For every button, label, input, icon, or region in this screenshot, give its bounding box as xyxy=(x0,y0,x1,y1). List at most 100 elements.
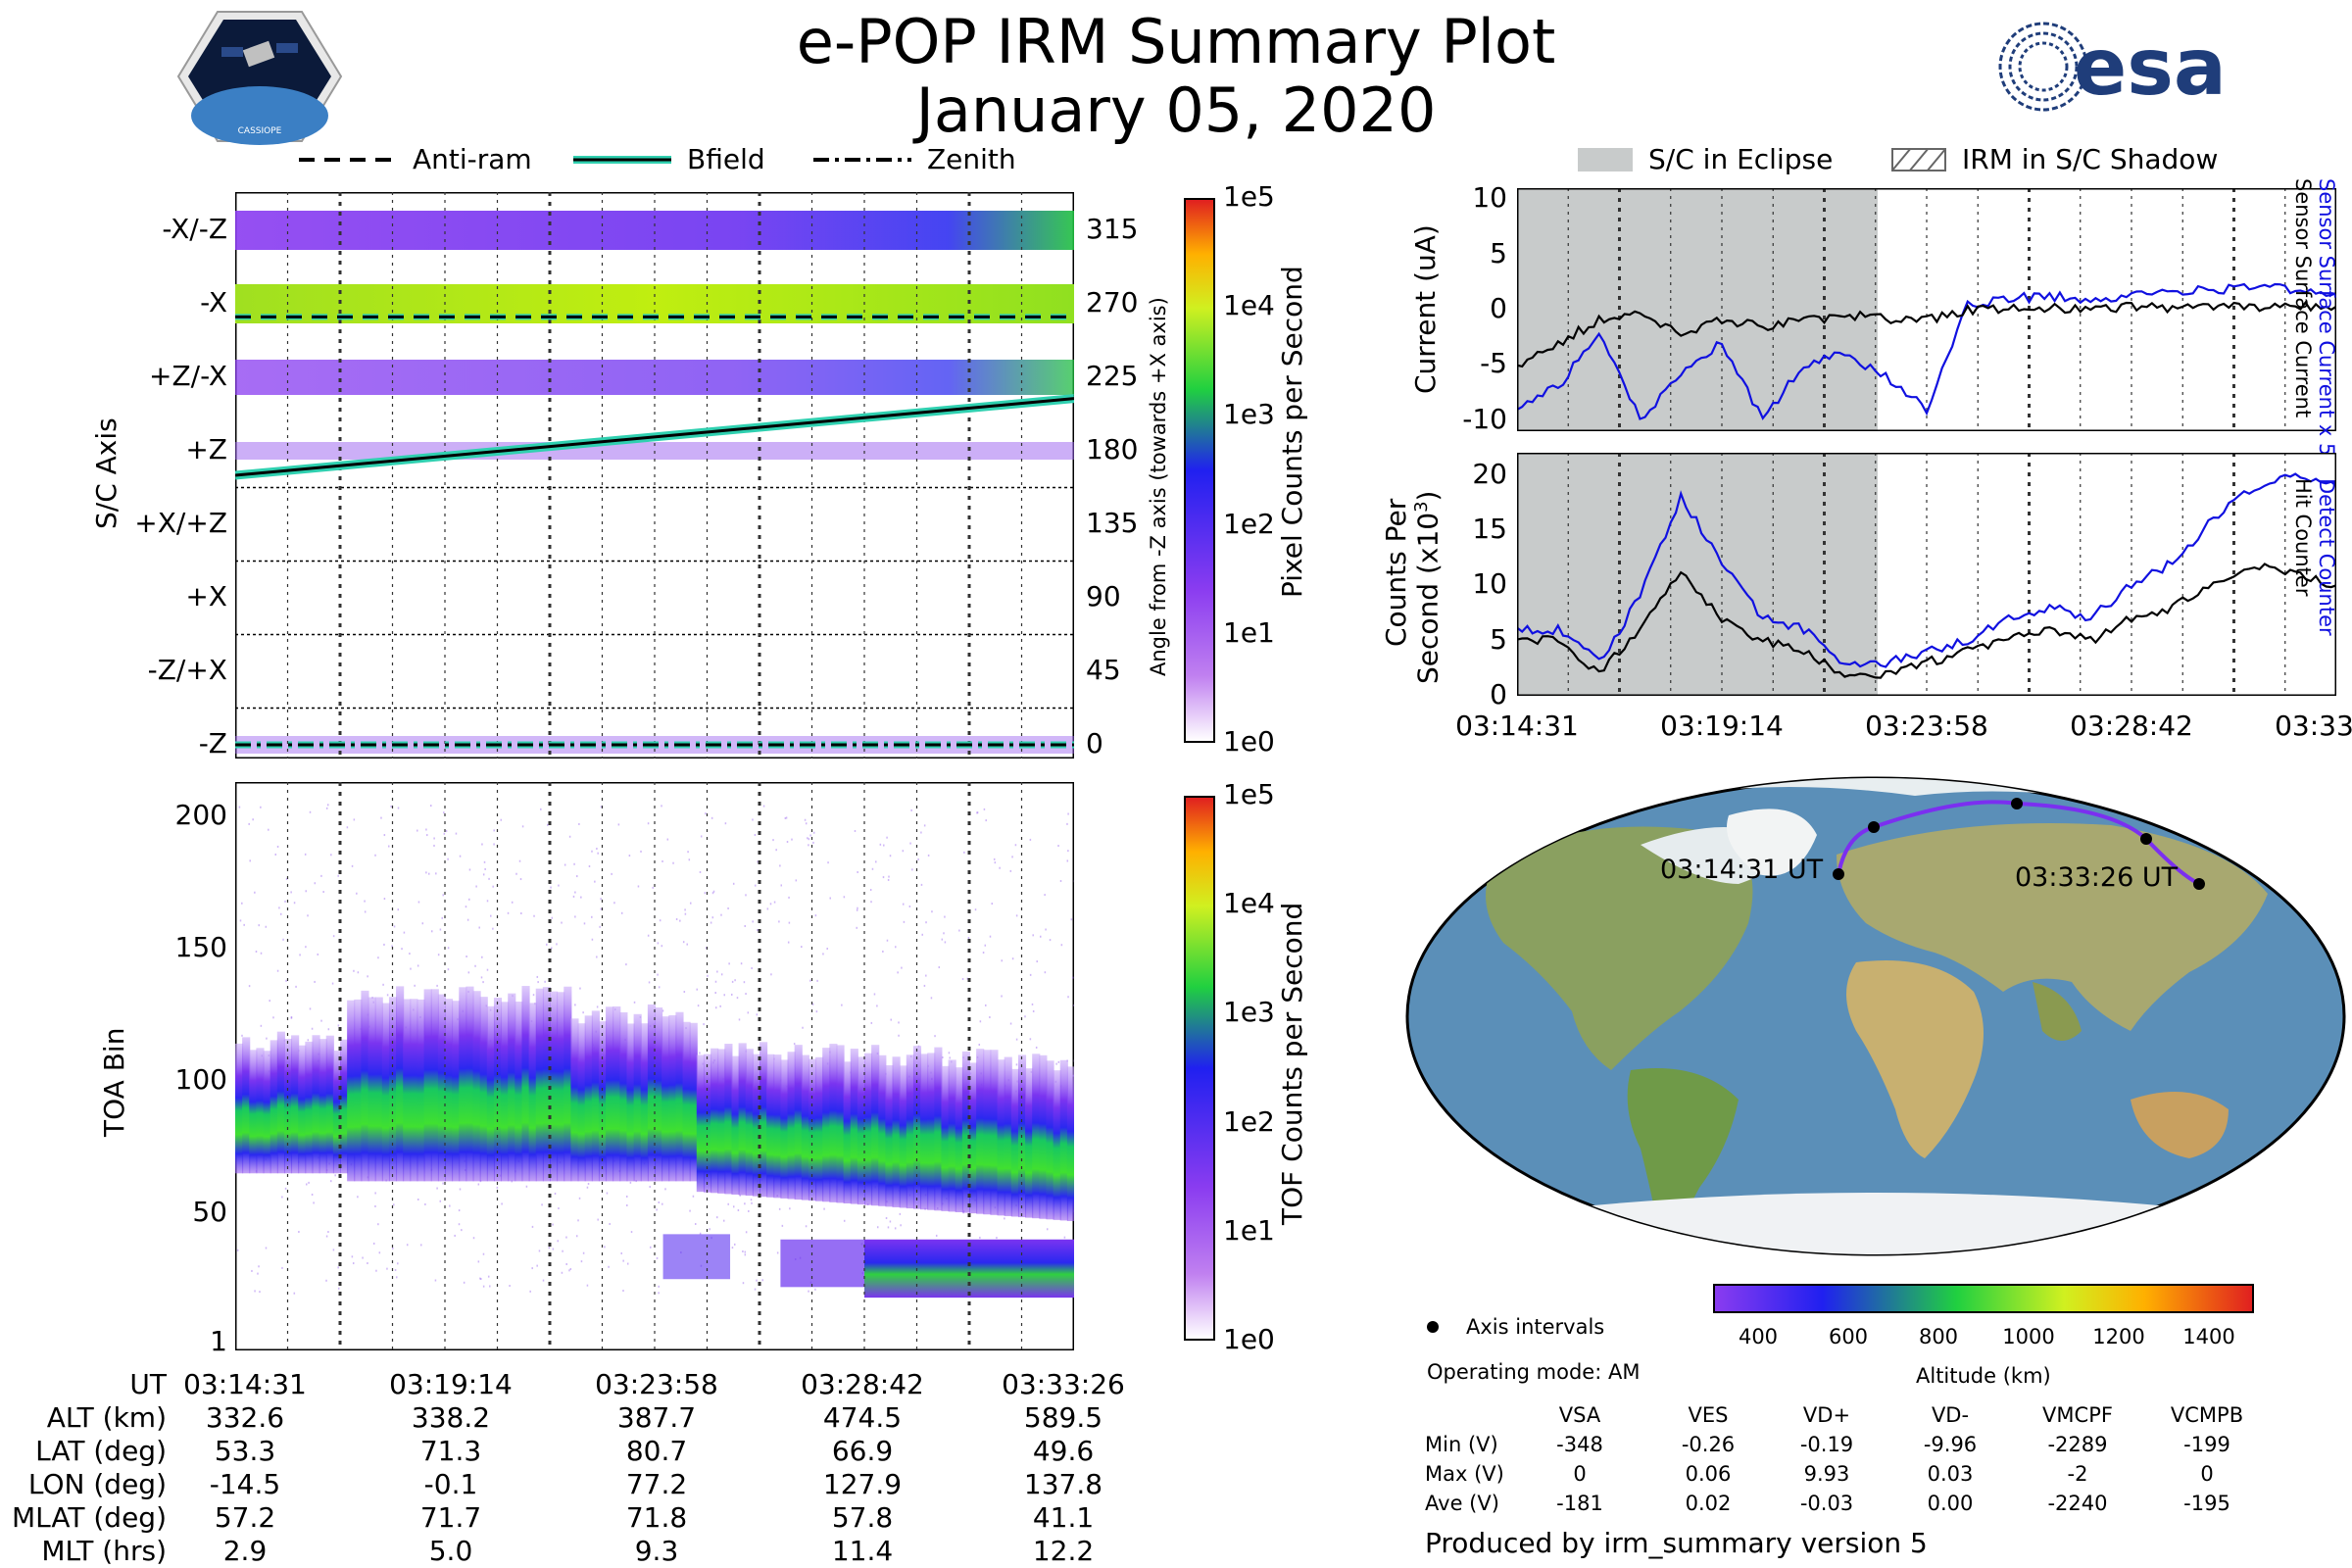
toa-noise xyxy=(384,834,386,836)
toa-mid-blob xyxy=(663,1234,730,1279)
toa-noise xyxy=(751,1199,753,1200)
toa-noise xyxy=(327,804,329,806)
toa-band-slice xyxy=(864,1054,872,1205)
toa-noise xyxy=(751,1202,753,1204)
toa-noise xyxy=(282,939,284,941)
toa-noise xyxy=(909,906,911,907)
toa-noise xyxy=(886,837,888,839)
toa-noise xyxy=(596,848,598,850)
toa-noise xyxy=(626,1204,628,1206)
toa-noise xyxy=(294,1293,296,1295)
table-cell: 387.7 xyxy=(559,1401,755,1434)
toa-noise xyxy=(689,1210,691,1212)
toa-noise xyxy=(291,1017,293,1019)
current-y2label-black: Sensor Surface Current xyxy=(2291,178,2315,417)
voltage-cell: -2 xyxy=(2019,1462,2136,1486)
toa-band-slice xyxy=(606,1006,613,1181)
toa-noise xyxy=(562,1272,564,1274)
toa-noise xyxy=(648,935,650,937)
toa-noise xyxy=(409,953,411,955)
voltage-header: VD+ xyxy=(1768,1403,1886,1427)
toa-noise xyxy=(748,1011,750,1013)
toa-noise xyxy=(261,953,263,955)
toa-noise xyxy=(1032,1004,1034,1005)
toa-noise xyxy=(456,833,458,835)
toa-noise xyxy=(533,994,535,996)
toa-noise xyxy=(856,927,858,929)
toa-noise xyxy=(699,1052,701,1054)
toa-noise xyxy=(657,1257,659,1259)
toa-noise xyxy=(320,875,322,877)
toa-noise xyxy=(715,981,717,983)
toa-noise xyxy=(401,948,403,950)
toa-noise xyxy=(1001,995,1003,997)
toa-band-slice xyxy=(501,1002,509,1181)
toa-noise xyxy=(481,844,483,846)
toa-band-slice xyxy=(1004,1057,1012,1216)
toa-noise xyxy=(555,1193,557,1195)
toa-noise xyxy=(257,1273,259,1275)
toa-noise xyxy=(416,830,418,832)
toa-noise xyxy=(1060,880,1062,882)
toa-noise xyxy=(662,1203,663,1205)
toa-band-slice xyxy=(690,1023,698,1182)
toa-noise xyxy=(734,979,736,981)
legend-antiram: Anti-ram xyxy=(299,143,532,175)
toa-noise xyxy=(448,968,450,970)
voltage-cell: 0 xyxy=(1521,1462,1639,1486)
toa-band-slice xyxy=(557,992,564,1181)
toa-band-slice xyxy=(773,1054,781,1198)
toa-noise xyxy=(237,1250,239,1251)
voltage-cell: -0.03 xyxy=(1768,1492,1886,1515)
toa-noise xyxy=(720,914,722,916)
toa-noise xyxy=(739,1018,741,1020)
toa-noise xyxy=(428,873,430,875)
toa-noise xyxy=(1010,1023,1012,1025)
toa-noise xyxy=(943,932,945,934)
table-cell: 49.6 xyxy=(965,1435,1161,1467)
toa-noise xyxy=(374,1205,376,1207)
toa-noise xyxy=(829,898,831,900)
toa-noise xyxy=(533,915,535,917)
toa-noise xyxy=(338,1024,340,1026)
table-row-label: LON (deg) xyxy=(28,1468,167,1500)
toa-noise xyxy=(312,1194,314,1196)
toa-band-slice xyxy=(710,1049,718,1194)
legend-bfield: Bfield xyxy=(573,143,765,175)
toa-noise xyxy=(474,965,476,967)
sc-ycat-label: -X/-Z xyxy=(162,213,227,245)
esa-logo: esa xyxy=(1989,18,2283,116)
toa-noise xyxy=(876,1004,878,1006)
toa-noise xyxy=(701,835,703,837)
toa-noise xyxy=(512,902,514,904)
toa-noise xyxy=(877,1226,879,1228)
toa-band-slice xyxy=(521,986,529,1181)
toa-noise xyxy=(1024,1015,1026,1017)
sc-ycat-label: -X xyxy=(200,286,227,318)
colorbar-tick-label: 1e3 xyxy=(1223,398,1275,430)
toa-band-slice xyxy=(802,1055,809,1200)
table-cell: 338.2 xyxy=(353,1401,549,1434)
toa-noise xyxy=(569,836,571,838)
cassiope-logo-text: CASSIOPE xyxy=(238,126,282,136)
toa-noise xyxy=(532,1226,534,1228)
toa-noise xyxy=(374,1192,376,1194)
table-row-label: MLAT (deg) xyxy=(12,1501,167,1534)
toa-noise xyxy=(322,891,324,893)
toa-noise xyxy=(441,917,443,919)
toa-band-slice xyxy=(815,1057,823,1201)
toa-noise xyxy=(662,945,663,947)
toa-noise xyxy=(611,873,612,875)
colorbar-tick-label: 1e5 xyxy=(1223,180,1275,213)
toa-noise xyxy=(816,980,818,982)
toa-noise xyxy=(330,854,332,856)
altitude-tick-label: 800 xyxy=(1909,1325,1968,1348)
toa-band-slice xyxy=(780,1059,788,1198)
toa-band-slice xyxy=(298,1046,306,1174)
toa-noise xyxy=(488,878,490,880)
toa-noise xyxy=(977,811,979,813)
toa-noise xyxy=(1073,1004,1074,1006)
toa-noise xyxy=(358,971,360,973)
legend-antiram-label: Anti-ram xyxy=(413,143,532,175)
toa-band-slice xyxy=(634,1014,642,1182)
